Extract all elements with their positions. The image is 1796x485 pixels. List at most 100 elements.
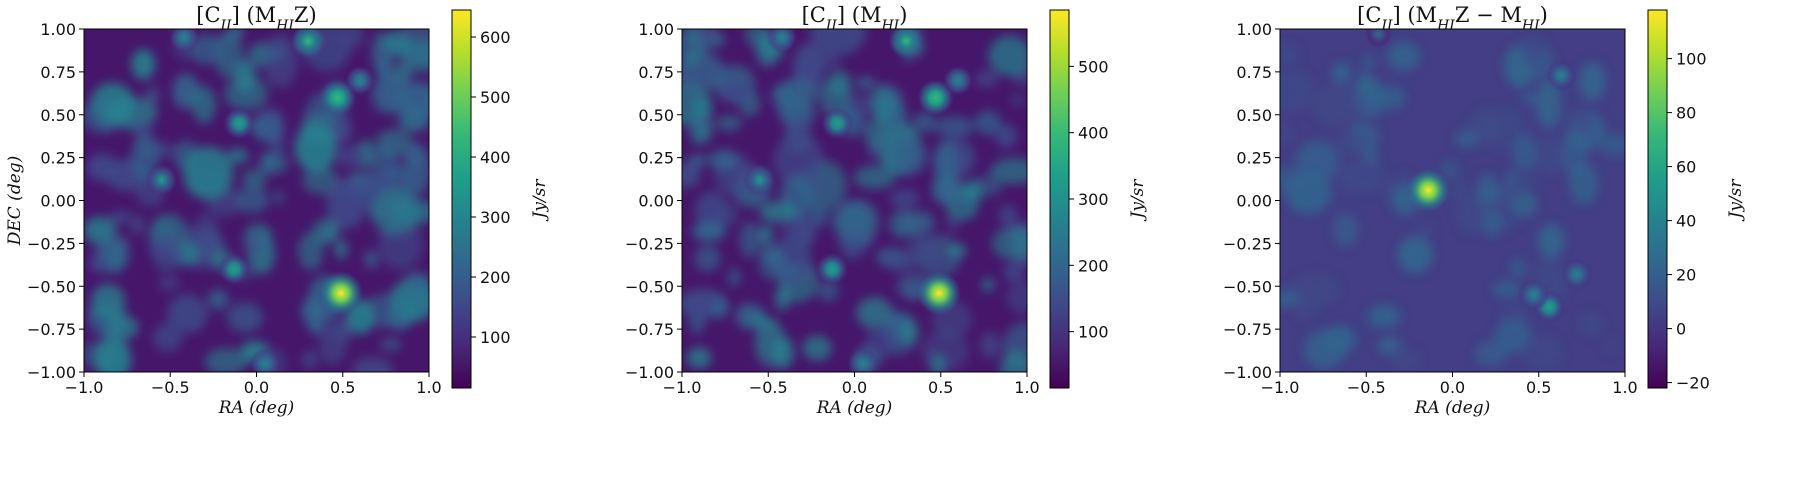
heatmap-blob [810,206,829,227]
colorbar-tick-label: 20 [1676,266,1696,285]
heatmap-blob [1534,137,1566,174]
heatmap-blob [773,133,825,188]
heatmap-blob [866,321,898,360]
x-tick-label: 0.5 [330,378,355,397]
heatmap-blob [1440,160,1458,180]
heatmap-blob [318,322,348,365]
heatmap-blob [780,264,798,278]
heatmap-blob [710,297,730,320]
heatmap-peak [815,252,849,286]
heatmap-peak [1546,60,1577,91]
x-tick-label: 1.0 [1014,378,1039,397]
heatmap-blob [1367,304,1401,328]
heatmap-blob [263,33,298,88]
heatmap-blob [110,210,130,224]
heatmap-blob [763,351,774,371]
heatmap-blob [759,201,797,223]
heatmap-peak [766,29,798,54]
heatmap-blob [750,316,773,329]
heatmap-blob [946,243,967,258]
heatmap-blob [94,336,132,372]
heatmap-blob [889,188,920,209]
x-axis-label: RA (deg) [218,398,295,418]
colorbar-label: Jy/sr [530,179,550,222]
x-tick-label: 1.0 [1612,378,1637,397]
heatmap-blob [692,221,727,242]
heatmap-peak [820,106,854,140]
heatmap-blob [1535,80,1562,129]
y-tick-label: 0.00 [638,192,674,211]
heatmap-blob [242,169,267,190]
colorbar-tick-label: 100 [1676,50,1707,69]
heatmap-blob [759,246,786,265]
heatmap-blob [719,81,757,103]
heatmap-blob [694,245,721,272]
colorbar-label: Jy/sr [1726,179,1746,222]
heatmap-blob [1454,129,1479,149]
x-tick-label: 1.0 [416,378,441,397]
y-tick-label: 0.50 [40,106,76,125]
heatmap-blob [104,314,139,341]
colorbar-tick-label: 500 [1078,57,1109,76]
heatmap-blob [302,166,340,195]
heatmap-blob [301,297,325,325]
heatmap-blob [931,173,962,206]
heatmap-blob [207,289,229,310]
heatmap-blob [204,347,248,372]
heatmap-blob [1578,312,1603,335]
x-tick-label: 0.0 [244,378,269,397]
heatmap-blob [995,124,1017,149]
colorbar-tick-label: 100 [480,328,511,347]
heatmap-blob [913,111,936,133]
heatmap-blob [1338,161,1385,194]
heatmap-blob [1295,140,1340,184]
y-tick-label: 0.25 [40,149,76,168]
heatmap-blob [1362,54,1376,69]
colorbar-tick-label: 400 [1078,124,1109,143]
heatmap-blob [1492,281,1521,299]
y-tick-label: −1.00 [1223,363,1272,382]
colorbar-tick-label: 80 [1676,104,1696,123]
heatmap-blob [89,253,110,273]
x-axis-label: RA (deg) [816,398,893,418]
heatmap-blob [1335,130,1369,158]
heatmap-field [682,29,1027,372]
y-tick-label: 0.75 [40,63,76,82]
heatmap-blob [907,234,938,263]
heatmap-blob [1377,336,1402,356]
heatmap-blob [1600,132,1625,158]
heatmap-blob [1457,195,1485,235]
heatmap-blob [224,76,268,111]
y-tick-label: −0.75 [27,320,76,339]
y-tick-label: 1.00 [638,20,674,39]
heatmap-chart-1: [CII] (MHIZ)−1.0 −0.5 0.0 0.5 1.01.000.750.5… [5,3,550,418]
heatmap-blob [1003,262,1025,282]
heatmap-blob [1602,337,1619,353]
heatmap-blob [1376,85,1406,110]
heatmap-blob [234,59,257,93]
heatmap-blob [192,85,216,124]
heatmap-blob [227,148,249,164]
heatmap-blob [84,216,117,245]
heatmap-blob [690,122,711,145]
heatmap-blob [1538,223,1565,259]
heatmap-blob [326,179,366,230]
colorbar-label: Jy/sr [1128,179,1148,222]
y-tick-label: 0.75 [1236,63,1272,82]
heatmap-blob [856,297,894,329]
heatmap-blob [991,226,1027,261]
heatmap-blob [934,116,975,138]
heatmap-blob [758,224,773,247]
heatmap-blob [364,250,379,269]
heatmap-blob [395,81,429,120]
heatmap-blob [809,29,866,56]
x-tick-label: 0.5 [928,378,953,397]
y-tick-label: −0.50 [27,277,76,296]
heatmap-blob [688,154,707,167]
heatmap-blob [1362,146,1379,166]
heatmap-peak [290,29,326,59]
heatmap-blob [403,272,429,291]
heatmap-blob [393,61,413,84]
y-tick-label: 0.25 [638,149,674,168]
heatmap-blob [1280,289,1299,307]
